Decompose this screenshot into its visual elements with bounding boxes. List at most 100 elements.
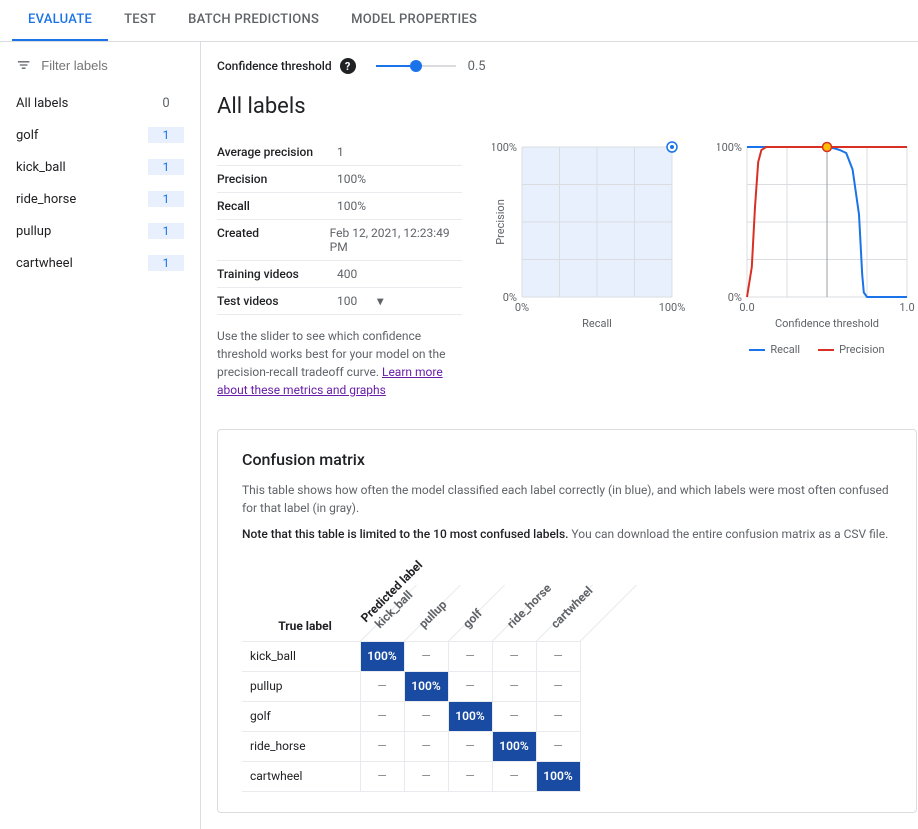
cm-cell: —	[360, 701, 404, 731]
metric-row-test-videos: Test videos100 ▾	[217, 288, 462, 315]
cm-cell: 100%	[536, 761, 580, 791]
tab-model-properties[interactable]: MODEL PROPERTIES	[335, 0, 493, 41]
cm-cell: —	[360, 761, 404, 791]
cm-cell: —	[404, 731, 448, 761]
metric-label: Precision	[217, 172, 337, 186]
confusion-desc2-bold: Note that this table is limited to the 1…	[242, 527, 568, 541]
metric-value: 400	[337, 267, 357, 281]
legend-item-precision: Precision	[818, 343, 885, 356]
threshold-slider[interactable]	[376, 65, 456, 67]
cm-cell: —	[404, 761, 448, 791]
metric-value: 1	[337, 145, 344, 159]
legend-item-recall: Recall	[749, 343, 800, 356]
metric-row-recall: Recall100%	[217, 193, 462, 220]
metric-row-precision: Precision100%	[217, 166, 462, 193]
tab-evaluate[interactable]: EVALUATE	[12, 0, 108, 41]
cm-cell: —	[448, 641, 492, 671]
label-count: 1	[148, 127, 184, 143]
svg-text:100%: 100%	[659, 301, 686, 314]
main-layout: All labels 0 golf1kick_ball1ride_horse1p…	[0, 42, 918, 829]
metric-label: Test videos	[217, 294, 337, 308]
cm-col-cartwheel: cartwheel	[548, 583, 595, 630]
help-icon[interactable]: ?	[340, 58, 356, 74]
metrics-column: Average precision1Precision100%Recall100…	[217, 139, 462, 399]
sidebar-item-kick_ball[interactable]: kick_ball 1	[0, 151, 200, 183]
section-title: All labels	[217, 94, 917, 119]
ct-legend: Recall Precision	[717, 343, 917, 356]
cm-cell: —	[448, 761, 492, 791]
cm-row-ride_horse: ride_horse	[242, 731, 360, 761]
metric-label: Created	[217, 226, 330, 254]
metric-value: 100%	[337, 199, 366, 213]
metric-row-training-videos: Training videos400	[217, 261, 462, 288]
cm-cell: 100%	[360, 641, 404, 671]
cm-cell: 100%	[448, 701, 492, 731]
cm-row-pullup: pullup	[242, 671, 360, 701]
svg-text:Confidence threshold: Confidence threshold	[775, 317, 879, 330]
tab-batch-predictions[interactable]: BATCH PREDICTIONS	[172, 0, 335, 41]
svg-text:0.0: 0.0	[739, 301, 754, 314]
threshold-row: Confidence threshold ? 0.5	[217, 58, 917, 74]
threshold-value: 0.5	[468, 59, 486, 74]
expand-icon[interactable]: ▾	[377, 294, 383, 308]
sidebar-item-pullup[interactable]: pullup 1	[0, 215, 200, 247]
cm-cell: —	[492, 641, 536, 671]
cm-cell: —	[536, 701, 580, 731]
cm-cell: 100%	[492, 731, 536, 761]
content-area: Confidence threshold ? 0.5 All labels Av…	[201, 42, 918, 829]
cm-cell: —	[492, 671, 536, 701]
label-name: golf	[16, 128, 38, 143]
cm-cell: —	[448, 671, 492, 701]
filter-labels-input[interactable]	[41, 58, 184, 73]
cm-cell: —	[536, 731, 580, 761]
sidebar-item-all-labels[interactable]: All labels 0	[0, 88, 200, 119]
cm-row-kick_ball: kick_ball	[242, 641, 360, 671]
label-count: 1	[148, 255, 184, 271]
cm-row-cartwheel: cartwheel	[242, 761, 360, 791]
confusion-title: Confusion matrix	[242, 450, 892, 469]
label-count: 0	[148, 96, 184, 111]
cm-cell: —	[360, 671, 404, 701]
cm-cell: 100%	[404, 671, 448, 701]
cm-cell: —	[492, 701, 536, 731]
sidebar-item-cartwheel[interactable]: cartwheel 1	[0, 247, 200, 279]
confusion-table: True labelkick_ballpullupgolfride_horsec…	[242, 571, 581, 792]
confusion-desc2-rest: You can download the entire confusion ma…	[568, 527, 888, 541]
tabs-bar: EVALUATETESTBATCH PREDICTIONSMODEL PROPE…	[0, 0, 918, 42]
cm-cell: —	[448, 731, 492, 761]
cm-row-golf: golf	[242, 701, 360, 731]
true-label-header: True label	[242, 571, 360, 641]
confusion-panel: Confusion matrix This table shows how of…	[217, 429, 917, 813]
threshold-label: Confidence threshold	[217, 59, 332, 73]
filter-row	[0, 50, 200, 80]
svg-text:0%: 0%	[515, 301, 529, 314]
help-text: Use the slider to see which confidence t…	[217, 327, 462, 399]
tab-test[interactable]: TEST	[108, 0, 172, 41]
label-count: 1	[148, 223, 184, 239]
cm-cell: —	[404, 641, 448, 671]
cm-col-golf: golf	[460, 606, 485, 631]
label-name: cartwheel	[16, 256, 73, 271]
cm-cell: —	[360, 731, 404, 761]
metric-label: Training videos	[217, 267, 337, 281]
metric-value: 100	[337, 294, 357, 308]
cm-cell: —	[492, 761, 536, 791]
label-name: ride_horse	[16, 192, 76, 207]
cm-col-pullup: pullup	[416, 597, 449, 630]
metric-row-created: CreatedFeb 12, 2021, 12:23:49 PM	[217, 220, 462, 261]
sidebar-item-golf[interactable]: golf 1	[0, 119, 200, 151]
metric-label: Average precision	[217, 145, 337, 159]
confusion-desc2: Note that this table is limited to the 1…	[242, 525, 892, 543]
label-count: 1	[148, 159, 184, 175]
svg-text:Recall: Recall	[582, 317, 612, 330]
sidebar: All labels 0 golf1kick_ball1ride_horse1p…	[0, 42, 201, 829]
pr-chart: 0%100%0%100%RecallPrecision	[492, 139, 687, 399]
metric-value: 100%	[337, 172, 366, 186]
confusion-desc1: This table shows how often the model cla…	[242, 481, 892, 517]
label-name: pullup	[16, 224, 51, 239]
sidebar-item-ride_horse[interactable]: ride_horse1	[0, 183, 200, 215]
charts-column: 0%100%0%100%RecallPrecision 0%100%0.01.0…	[492, 139, 917, 399]
label-name: All labels	[16, 96, 68, 111]
label-name: kick_ball	[16, 160, 66, 175]
cm-cell: —	[404, 701, 448, 731]
